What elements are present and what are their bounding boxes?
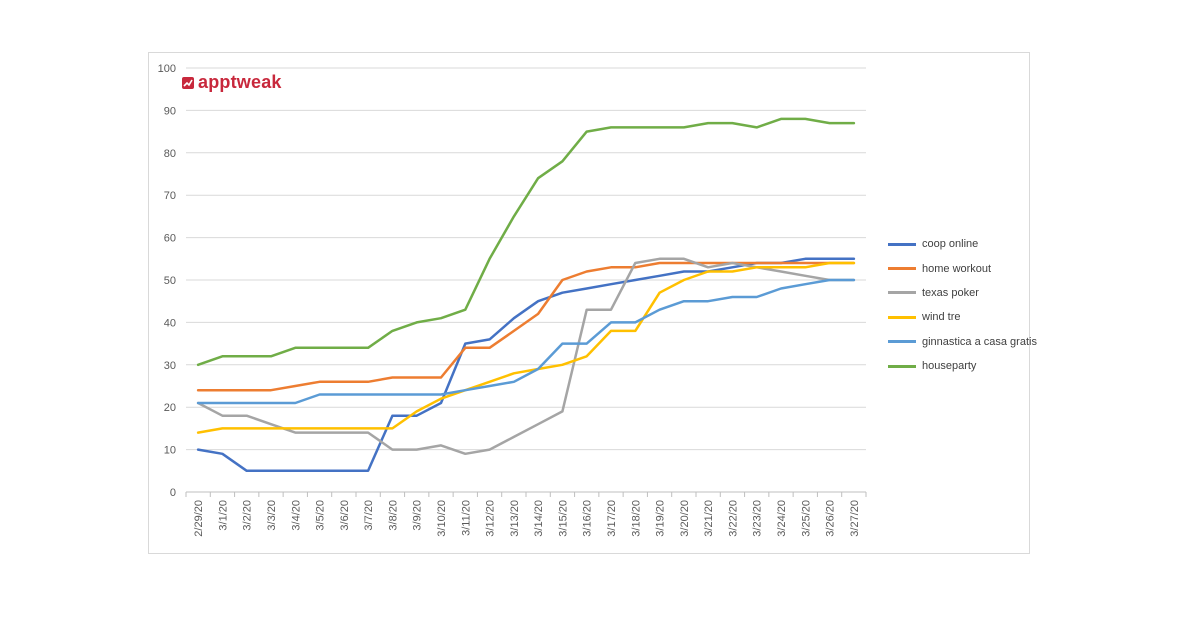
legend: coop online home workout texas poker wind t… — [888, 232, 1037, 378]
legend-item: houseparty — [888, 354, 1037, 378]
x-tick-label: 3/8/20 — [387, 500, 399, 531]
x-tick-label: 3/10/20 — [436, 500, 448, 537]
x-axis: 2/29/20 3/1/20 3/2/20 3/3/20 3/4/20 3/5/20 3/6… — [185, 491, 867, 537]
legend-label: ginnastica a casa gratis — [922, 335, 1037, 348]
legend-label: coop online — [922, 238, 979, 251]
y-tick-label: 80 — [164, 148, 176, 160]
legend-swatch — [888, 291, 916, 295]
legend-swatch — [888, 242, 916, 246]
x-tick-label: 3/14/20 — [533, 500, 545, 537]
series-line-texas-poker — [196, 257, 856, 456]
x-tick-label: 3/16/20 — [582, 500, 594, 537]
gridlines — [186, 67, 866, 451]
series-line-wind-tre — [196, 261, 856, 434]
y-tick-label: 90 — [164, 105, 176, 117]
x-tick-label: 2/29/20 — [193, 500, 205, 537]
legend-swatch — [888, 267, 916, 271]
series-line-houseparty — [196, 117, 856, 367]
legend-swatch — [888, 315, 916, 319]
legend-item: ginnastica a casa gratis — [888, 330, 1037, 354]
y-tick-label: 40 — [164, 317, 176, 329]
y-tick-label: 10 — [164, 445, 176, 457]
legend-label: houseparty — [922, 360, 977, 373]
y-axis: 0 10 20 30 40 50 60 70 80 90 100 — [158, 63, 176, 499]
series-line-home-workout — [196, 261, 856, 392]
legend-item: home workout — [888, 256, 1037, 280]
legend-swatch — [888, 340, 916, 344]
series-lines — [196, 117, 856, 473]
legend-label: wind tre — [922, 311, 961, 324]
legend-item: wind tre — [888, 305, 1037, 329]
y-tick-label: 70 — [164, 190, 176, 202]
x-tick-label: 3/21/20 — [703, 500, 715, 537]
x-tick-label: 3/1/20 — [217, 500, 229, 531]
x-tick-label: 3/5/20 — [315, 500, 327, 531]
x-tick-label: 3/22/20 — [727, 500, 739, 537]
x-tick-label: 3/27/20 — [849, 500, 861, 537]
series-line-ginnastica-a-casa-gratis — [196, 278, 856, 405]
x-tick-label: 3/19/20 — [655, 500, 667, 537]
x-tick-label: 3/17/20 — [606, 500, 618, 537]
legend-item: texas poker — [888, 281, 1037, 305]
legend-label: home workout — [922, 262, 992, 275]
x-tick-label: 3/3/20 — [266, 500, 278, 531]
chart-logo-icon — [182, 76, 194, 89]
y-tick-label: 30 — [164, 360, 176, 372]
x-tick-label: 3/4/20 — [290, 500, 302, 531]
x-tick-label: 3/25/20 — [800, 500, 812, 537]
brand-name: apptweak — [198, 72, 282, 92]
x-tick-label: 3/9/20 — [412, 500, 424, 531]
x-tick-label: 3/12/20 — [485, 500, 497, 537]
legend-label: texas poker — [922, 286, 979, 299]
legend-swatch — [888, 364, 916, 368]
x-tick-label: 3/24/20 — [776, 500, 788, 537]
x-tick-label: 3/7/20 — [363, 500, 375, 531]
legend-item: coop online — [888, 232, 1037, 256]
x-tick-label: 3/13/20 — [509, 500, 521, 537]
brand-logo: apptweak — [182, 72, 282, 93]
y-tick-label: 60 — [164, 233, 176, 245]
x-tick-label: 3/2/20 — [242, 500, 254, 531]
x-tick-label: 3/15/20 — [557, 500, 569, 537]
y-tick-label: 20 — [164, 402, 176, 414]
x-tick-label: 3/6/20 — [339, 500, 351, 531]
y-tick-label: 50 — [164, 275, 176, 287]
x-tick-label: 3/26/20 — [825, 500, 837, 537]
x-tick-label: 3/11/20 — [460, 500, 472, 536]
y-tick-label: 0 — [170, 487, 176, 499]
x-tick-label: 3/20/20 — [679, 500, 691, 537]
x-tick-label: 3/23/20 — [752, 500, 764, 537]
x-tick-label: 3/18/20 — [630, 500, 642, 537]
y-tick-label: 100 — [158, 63, 176, 75]
